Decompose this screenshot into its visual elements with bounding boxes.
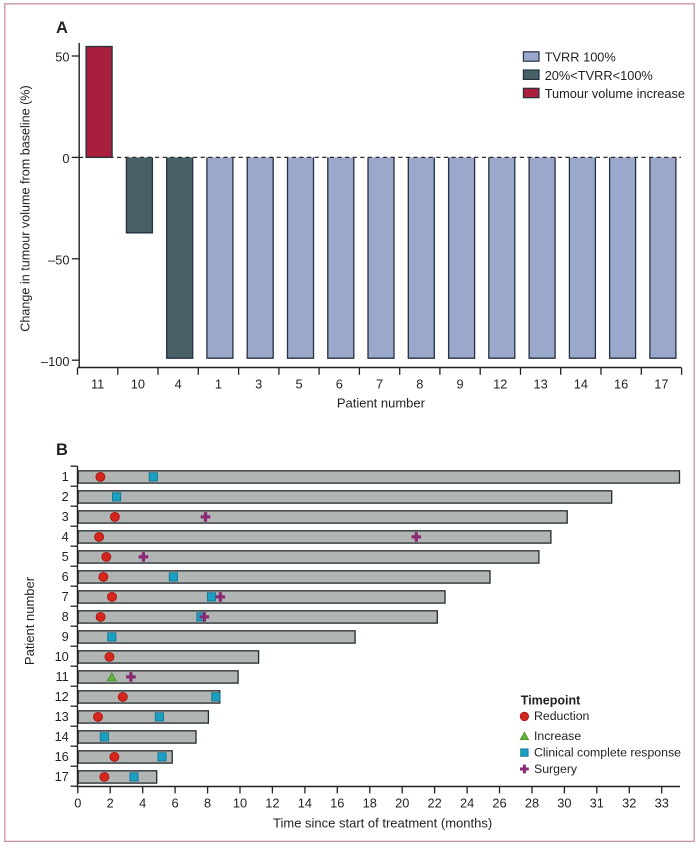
svg-text:5: 5	[295, 376, 302, 391]
svg-text:0: 0	[74, 796, 81, 811]
svg-text:Increase: Increase	[534, 729, 581, 743]
svg-text:2: 2	[107, 796, 114, 811]
svg-text:32: 32	[622, 796, 636, 811]
svg-text:33: 33	[655, 796, 669, 811]
svg-text:26: 26	[492, 796, 506, 811]
svg-text:22: 22	[427, 796, 441, 811]
svg-text:7: 7	[62, 589, 69, 604]
svg-text:Tumour volume increase: Tumour volume increase	[545, 86, 685, 101]
svg-text:–100: –100	[41, 354, 69, 369]
svg-text:Time since start of treatment: Time since start of treatment (months)	[273, 816, 492, 831]
svg-text:16: 16	[614, 376, 628, 391]
svg-text:13: 13	[533, 376, 547, 391]
svg-text:9: 9	[457, 376, 464, 391]
svg-text:Change in tumour volume from b: Change in tumour volume from baseline (%…	[19, 85, 33, 331]
svg-text:Clinical complete response: Clinical complete response	[534, 745, 681, 759]
svg-text:0: 0	[62, 151, 69, 166]
svg-text:–50: –50	[48, 252, 69, 267]
svg-text:20: 20	[395, 796, 409, 811]
svg-text:30: 30	[557, 796, 571, 811]
svg-text:16: 16	[330, 796, 344, 811]
svg-text:12: 12	[493, 376, 507, 391]
svg-text:TVRR 100%: TVRR 100%	[545, 50, 616, 65]
svg-text:3: 3	[62, 509, 69, 524]
svg-text:28: 28	[525, 796, 539, 811]
svg-text:B: B	[56, 441, 68, 459]
svg-text:7: 7	[376, 376, 383, 391]
svg-text:6: 6	[62, 569, 69, 584]
svg-text:2: 2	[62, 489, 69, 504]
svg-text:12: 12	[265, 796, 279, 811]
svg-text:4: 4	[139, 796, 146, 811]
svg-text:24: 24	[460, 796, 474, 811]
svg-text:10: 10	[55, 649, 69, 664]
svg-text:A: A	[56, 19, 68, 37]
svg-text:50: 50	[55, 50, 69, 65]
svg-text:6: 6	[336, 376, 343, 391]
svg-text:10: 10	[233, 796, 247, 811]
svg-text:10: 10	[131, 376, 145, 391]
svg-text:16: 16	[55, 749, 69, 764]
svg-text:5: 5	[62, 549, 69, 564]
svg-text:8: 8	[416, 376, 423, 391]
svg-text:11: 11	[91, 376, 104, 391]
svg-text:14: 14	[55, 729, 69, 744]
svg-text:Patient number: Patient number	[22, 576, 37, 665]
svg-text:17: 17	[55, 769, 69, 784]
svg-text:20%<TVRR<100%: 20%<TVRR<100%	[545, 68, 653, 83]
svg-text:9: 9	[62, 629, 69, 644]
svg-text:8: 8	[204, 796, 211, 811]
svg-text:12: 12	[55, 689, 69, 704]
svg-text:Patient number: Patient number	[337, 396, 426, 411]
svg-text:18: 18	[363, 796, 377, 811]
svg-text:Surgery: Surgery	[534, 762, 578, 776]
svg-text:Timepoint: Timepoint	[521, 693, 581, 707]
svg-text:4: 4	[62, 529, 69, 544]
svg-text:1: 1	[215, 376, 222, 391]
svg-text:14: 14	[574, 376, 588, 391]
svg-text:14: 14	[298, 796, 312, 811]
svg-text:4: 4	[175, 376, 182, 391]
svg-text:31: 31	[590, 796, 604, 811]
svg-text:17: 17	[654, 376, 668, 391]
svg-text:11: 11	[56, 669, 69, 684]
svg-text:1: 1	[62, 469, 69, 484]
svg-text:6: 6	[172, 796, 179, 811]
svg-text:8: 8	[62, 609, 69, 624]
svg-text:3: 3	[255, 376, 262, 391]
svg-text:13: 13	[55, 709, 69, 724]
svg-text:Reduction: Reduction	[534, 709, 590, 723]
